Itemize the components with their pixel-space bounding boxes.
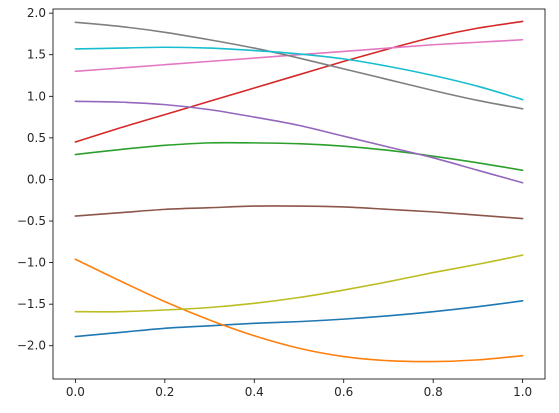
series-line-9 (74, 254, 524, 313)
x-tick-label: 0.8 (424, 385, 443, 399)
series-line-3 (74, 141, 524, 172)
y-tick-label: −0.5 (17, 214, 46, 228)
series-line-6 (74, 205, 524, 220)
y-tick-label: −1.5 (17, 297, 46, 311)
x-tick-label: 0.4 (245, 385, 264, 399)
y-tick-label: 0.5 (27, 131, 46, 145)
series-line-7 (74, 38, 524, 73)
x-tick-label: 1.0 (513, 385, 532, 399)
x-tick-label: 0.6 (334, 385, 353, 399)
series-line-4 (74, 20, 524, 143)
y-tick-label: −1.0 (17, 256, 46, 270)
y-tick-label: 0.0 (27, 172, 46, 186)
y-tick-label: 1.5 (27, 48, 46, 62)
series-line-5 (74, 100, 524, 184)
x-tick-label: 0.2 (155, 385, 174, 399)
y-axis: 2.0 1.5 1.0 0.5 0.0 −0.5 −1.0 −1.5 −2.0 (17, 6, 53, 353)
series-line-8 (74, 21, 524, 110)
y-tick-label: 2.0 (27, 6, 46, 20)
axes-frame (52, 8, 546, 380)
series-lines (74, 20, 524, 363)
x-axis: 0.0 0.2 0.4 0.6 0.8 1.0 (66, 379, 532, 399)
series-line-1 (74, 300, 524, 338)
y-tick-label: 1.0 (27, 89, 46, 103)
series-line-10 (74, 46, 524, 101)
series-line-2 (74, 258, 524, 363)
y-tick-label: −2.0 (17, 339, 46, 353)
x-tick-label: 0.0 (66, 385, 85, 399)
